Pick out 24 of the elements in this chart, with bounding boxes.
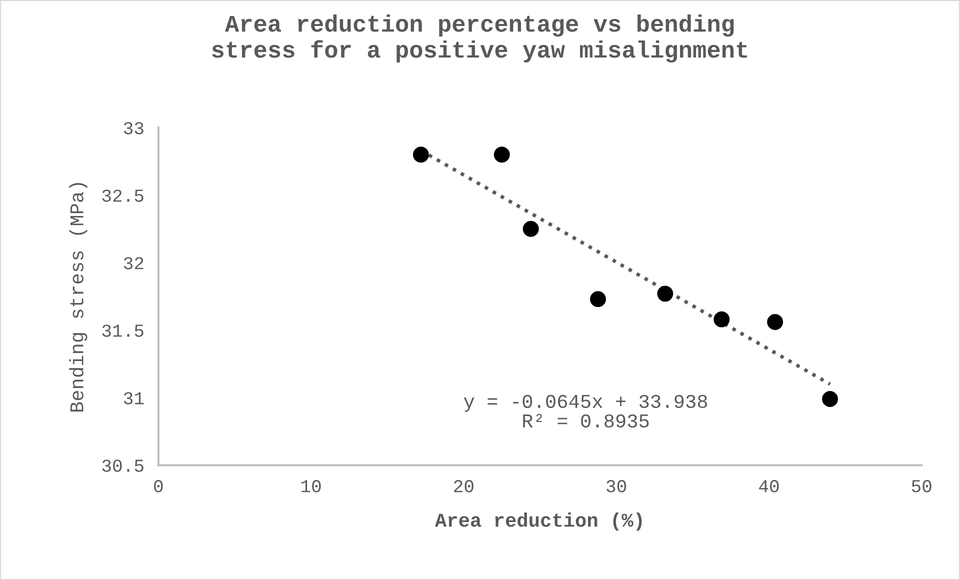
y-tick-label: 33 — [124, 122, 144, 134]
x-tick-label: 30 — [606, 480, 626, 492]
chart-title: Area reduction percentage vs bending stress for a positive yaw misalignment — [212, 14, 747, 63]
point — [522, 220, 539, 237]
y-axis-title: Bending stress (MPa) — [69, 182, 88, 412]
point — [412, 146, 429, 163]
x-tick-label: 40 — [759, 480, 779, 492]
x-tick-label: 10 — [302, 480, 321, 492]
point — [590, 291, 606, 308]
annotation: y = -0.0645x + 33.938 R² = 0.8935 — [464, 394, 708, 428]
y-tick-label: 30.5 — [102, 460, 144, 472]
point — [714, 311, 730, 328]
y-tick-label: 31 — [124, 392, 144, 404]
x-tick-label: 20 — [454, 480, 474, 492]
point — [657, 286, 674, 302]
point — [822, 391, 838, 407]
x-tick-label: 50 — [912, 480, 932, 492]
point — [767, 314, 784, 330]
x-tick-label: 0 — [154, 480, 163, 492]
y-tick-label: 32 — [124, 257, 144, 270]
point — [494, 146, 510, 163]
y-tick-label: 31.5 — [102, 324, 144, 337]
x-axis-title: Area reduction (%) — [434, 512, 642, 531]
y-tick-label: 32.5 — [102, 190, 144, 202]
